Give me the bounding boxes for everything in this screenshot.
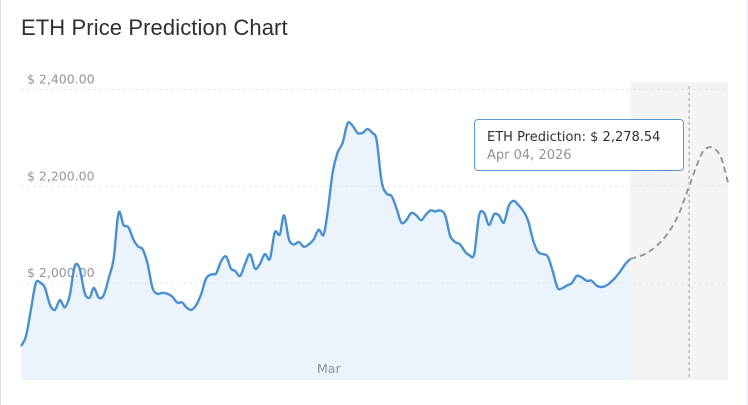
chart-title: ETH Price Prediction Chart (21, 15, 288, 40)
y-axis-ticks: $ 2,000.00 $ 2,200.00 $ 2,400.00 (27, 71, 95, 280)
tooltip-date: Apr 04, 2026 (487, 148, 572, 163)
y-tick-label: $ 2,200.00 (27, 168, 95, 183)
tooltip-value: ETH Prediction: $ 2,278.54 (487, 130, 661, 145)
y-tick-label: $ 2,000.00 (27, 265, 95, 280)
prediction-line[interactable] (630, 146, 729, 260)
prediction-tooltip: ETH Prediction: $ 2,278.54 Apr 04, 2026 (474, 119, 684, 171)
actual-price-line[interactable] (19, 121, 632, 347)
actual-price-area (21, 122, 631, 381)
x-tick-label-mar: Mar (317, 361, 341, 376)
y-tick-label: $ 2,400.00 (27, 71, 95, 86)
